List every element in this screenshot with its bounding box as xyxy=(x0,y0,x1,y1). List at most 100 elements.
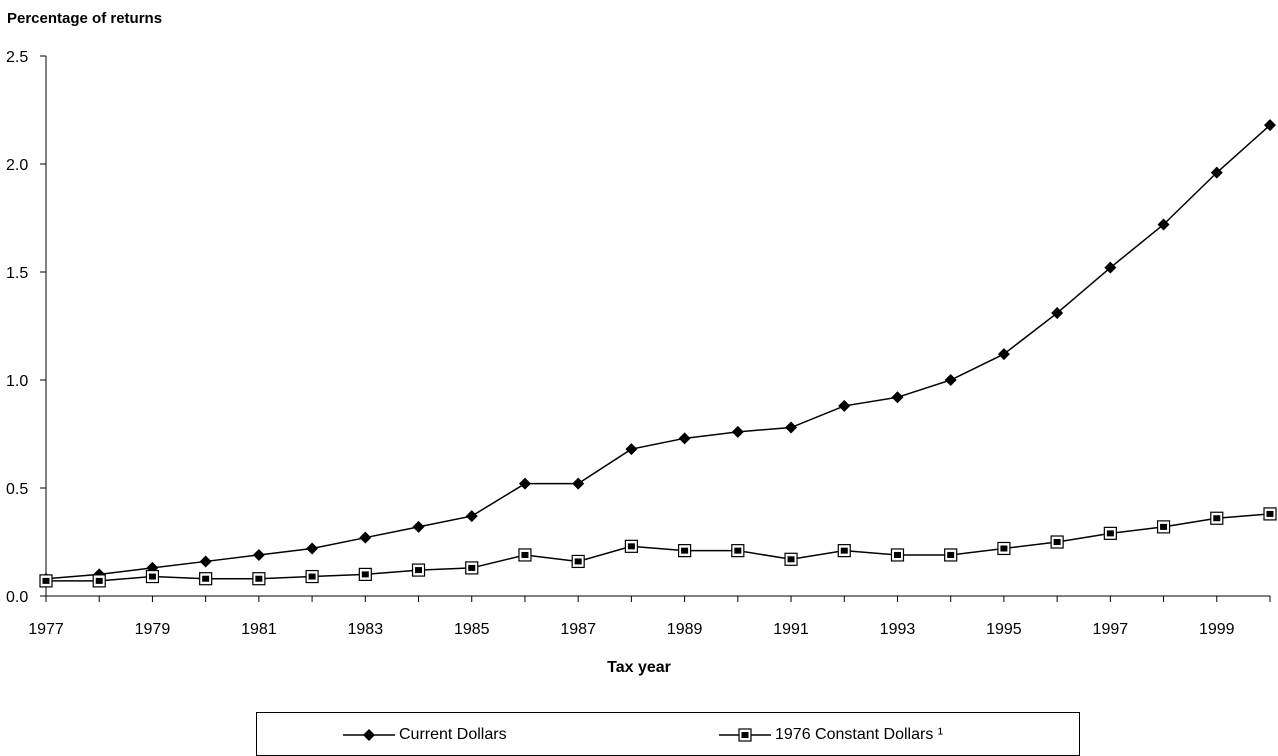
x-tick-label: 1999 xyxy=(1199,621,1235,638)
marker-inner xyxy=(415,567,423,574)
x-tick-label: 1995 xyxy=(986,621,1022,638)
x-tick-label: 1981 xyxy=(241,621,277,638)
data-point-current-dollars xyxy=(625,443,638,456)
marker-inner xyxy=(893,551,901,558)
legend-label-current-dollars: Current Dollars xyxy=(399,726,507,743)
marker-inner xyxy=(627,543,635,550)
y-tick-label: 2.0 xyxy=(6,157,28,174)
data-point-current-dollars xyxy=(678,432,691,445)
marker-inner xyxy=(255,575,263,582)
data-point-constant-dollars xyxy=(518,548,532,562)
x-tick-label: 1979 xyxy=(135,621,171,638)
y-ticks: 0.0 0.5 1.0 1.5 2.0 2.5 xyxy=(6,49,46,606)
marker-inner xyxy=(1106,530,1114,537)
x-tick-label: 1985 xyxy=(454,621,490,638)
marker-inner xyxy=(574,558,582,565)
data-point-constant-dollars xyxy=(678,544,692,558)
x-tick-label: 1997 xyxy=(1093,621,1129,638)
x-axis-label: Tax year xyxy=(607,659,671,676)
data-point-constant-dollars xyxy=(358,567,372,582)
data-point-current-dollars xyxy=(1051,307,1064,320)
marker-inner xyxy=(734,547,742,554)
marker-inner xyxy=(681,547,689,554)
series-line-current-dollars xyxy=(45,124,1271,580)
marker-inner xyxy=(1000,545,1008,552)
data-point-current-dollars xyxy=(518,477,531,490)
data-point-constant-dollars xyxy=(145,569,160,584)
series-lines xyxy=(45,124,1271,582)
legend: Current Dollars 1976 Constant Dollars ¹ xyxy=(256,712,1080,756)
y-axis-label: Percentage of returns xyxy=(7,10,163,27)
series-markers xyxy=(39,119,1277,588)
data-point-current-dollars xyxy=(1264,119,1276,132)
y-tick-label: 0.0 xyxy=(6,589,28,606)
data-point-constant-dollars xyxy=(997,541,1011,556)
data-point-constant-dollars xyxy=(784,552,798,566)
legend-label-constant-dollars: 1976 Constant Dollars ¹ xyxy=(775,726,944,743)
data-point-constant-dollars xyxy=(1103,526,1117,540)
data-point-constant-dollars xyxy=(837,544,851,558)
data-point-current-dollars xyxy=(252,548,265,561)
data-point-constant-dollars xyxy=(465,561,479,575)
data-point-constant-dollars xyxy=(890,548,905,562)
data-point-current-dollars xyxy=(891,391,904,404)
axes xyxy=(45,56,1270,597)
data-point-constant-dollars xyxy=(252,572,266,586)
data-point-constant-dollars xyxy=(1263,507,1277,521)
data-point-constant-dollars xyxy=(1210,511,1224,525)
marker-inner xyxy=(202,575,210,582)
x-tick-label: 1993 xyxy=(880,621,916,638)
marker-inner xyxy=(521,551,529,558)
data-point-current-dollars xyxy=(731,425,744,438)
x-ticks: 1977 1979 1981 1983 1985 1987 1989 1991 1993 1995… xyxy=(28,596,1271,638)
data-point-current-dollars xyxy=(465,510,478,523)
data-point-constant-dollars xyxy=(305,569,319,584)
data-point-constant-dollars xyxy=(944,548,958,562)
data-point-constant-dollars xyxy=(39,574,53,588)
marker-inner xyxy=(148,573,156,580)
y-tick-label: 1.5 xyxy=(6,265,28,282)
marker-inner xyxy=(1266,510,1274,517)
data-point-current-dollars xyxy=(1210,166,1223,179)
data-point-constant-dollars xyxy=(199,572,213,586)
marker-inner xyxy=(361,571,369,578)
line-chart: 1977 1979 1981 1983 1985 1987 1989 1991 1993 1995… xyxy=(6,49,1277,638)
data-point-current-dollars xyxy=(359,531,372,544)
data-point-current-dollars xyxy=(412,520,425,533)
legend-diamond-marker xyxy=(343,729,395,741)
data-point-current-dollars xyxy=(785,421,798,434)
data-point-constant-dollars xyxy=(1050,535,1064,549)
legend-square-marker xyxy=(719,728,771,742)
data-point-current-dollars xyxy=(1157,218,1170,231)
y-tick-label: 2.5 xyxy=(6,49,28,66)
data-point-current-dollars xyxy=(1104,261,1117,274)
data-point-constant-dollars xyxy=(571,554,585,569)
x-tick-label: 1977 xyxy=(28,621,64,638)
marker-inner xyxy=(468,564,476,571)
marker-inner xyxy=(1213,515,1221,522)
x-tick-label: 1983 xyxy=(348,621,384,638)
data-point-current-dollars xyxy=(306,542,319,555)
marker-inner xyxy=(95,577,103,584)
data-point-current-dollars xyxy=(997,348,1010,361)
marker-inner xyxy=(308,573,316,580)
marker-inner xyxy=(840,547,848,554)
x-tick-label: 1989 xyxy=(667,621,703,638)
marker-inner xyxy=(947,551,955,558)
data-point-current-dollars xyxy=(944,374,957,386)
marker-inner xyxy=(1160,523,1168,530)
y-tick-label: 1.0 xyxy=(6,373,28,390)
data-point-current-dollars xyxy=(838,399,851,412)
marker-inner xyxy=(42,577,50,584)
data-point-constant-dollars xyxy=(411,563,426,577)
data-point-current-dollars xyxy=(199,555,212,568)
marker-inner xyxy=(1053,539,1061,545)
x-tick-label: 1991 xyxy=(773,621,809,638)
data-point-constant-dollars xyxy=(731,544,745,558)
data-point-current-dollars xyxy=(572,477,585,490)
data-point-constant-dollars xyxy=(1156,520,1171,534)
data-point-constant-dollars xyxy=(92,574,106,588)
y-tick-label: 0.5 xyxy=(6,481,28,498)
x-tick-label: 1987 xyxy=(560,621,596,638)
marker-inner xyxy=(787,556,795,563)
